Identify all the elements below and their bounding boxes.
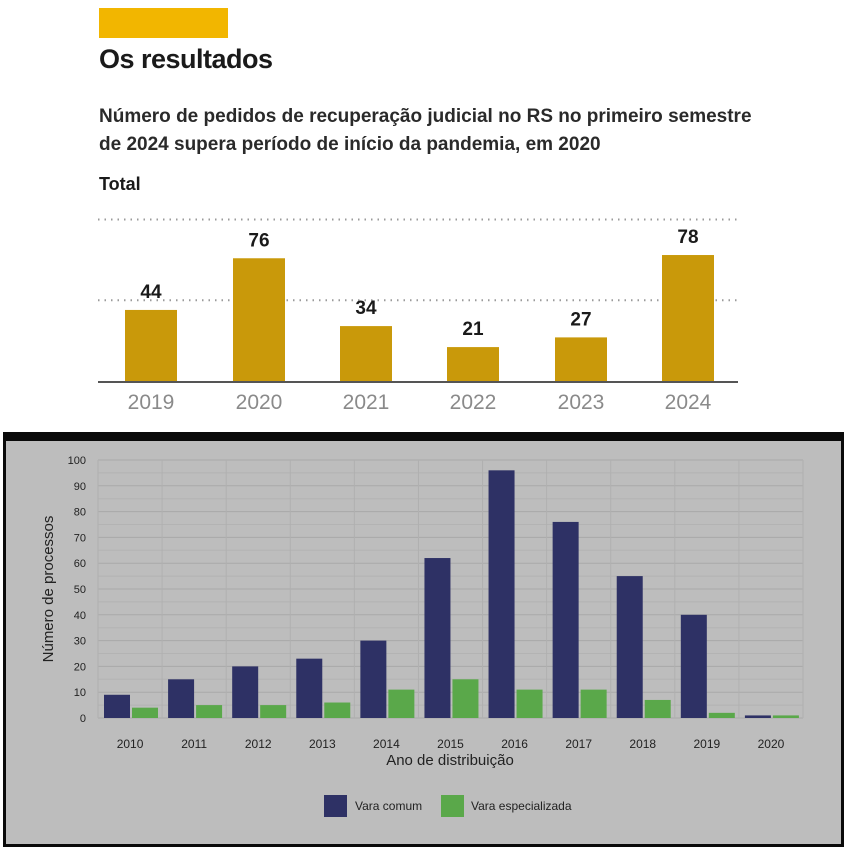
chart-background <box>6 441 841 844</box>
legend-label-vara-comum: Vara comum <box>355 799 422 813</box>
bar-vara-especializada-2013 <box>324 702 351 718</box>
x-tick-label: 2010 <box>117 737 144 751</box>
bar-vara-comum-2014 <box>360 640 387 718</box>
top-chart-heading: Os resultados <box>99 44 273 74</box>
data-label: 76 <box>248 230 269 251</box>
x-tick-label: 2018 <box>629 737 656 751</box>
bar-vara-comum-2017 <box>552 521 579 718</box>
bar-vara-comum-2011 <box>168 679 195 718</box>
x-tick-label: 2015 <box>437 737 464 751</box>
bar-2024 <box>662 255 714 381</box>
bar-vara-comum-2018 <box>616 576 643 718</box>
x-tick-label: 2021 <box>343 391 390 414</box>
bar-vara-especializada-2018 <box>644 699 671 718</box>
x-tick-label: 2012 <box>245 737 272 751</box>
bar-vara-especializada-2020 <box>772 715 799 718</box>
y-tick-label: 80 <box>74 507 86 519</box>
y-tick-label: 60 <box>74 558 86 570</box>
bar-vara-especializada-2016 <box>516 689 543 718</box>
x-tick-label: 2023 <box>558 391 605 414</box>
bar-vara-especializada-2010 <box>132 707 158 718</box>
x-tick-label: 2022 <box>450 391 497 414</box>
bar-vara-especializada-2012 <box>260 705 287 718</box>
y-tick-label: 0 <box>80 713 86 725</box>
bar-vara-comum-2019 <box>680 614 707 718</box>
legend-swatch-vara-especializada <box>441 795 464 817</box>
x-tick-label: 2013 <box>309 737 336 751</box>
legend-swatch-vara-comum <box>324 795 347 817</box>
bar-vara-especializada-2019 <box>708 712 735 718</box>
bar-vara-especializada-2014 <box>388 689 415 718</box>
x-tick-label: 2020 <box>236 391 283 414</box>
bar-2021 <box>340 326 392 381</box>
x-tick-label: 2014 <box>373 737 400 751</box>
y-tick-label: 50 <box>74 584 86 596</box>
bottom-chart-panel: 0 10 20 30 40 50 60 70 80 90 100 2010 2011 2012 2013 20… <box>3 432 844 847</box>
x-tick-label: 2020 <box>758 737 785 751</box>
y-tick-label: 70 <box>74 532 86 544</box>
y-tick-label: 20 <box>74 661 86 673</box>
x-axis-title: Ano de distribuição <box>386 752 514 769</box>
bar-2019 <box>125 309 177 381</box>
bar-vara-comum-2012 <box>232 666 259 718</box>
x-tick-label: 2024 <box>665 391 712 414</box>
x-tick-label: 2011 <box>181 737 207 751</box>
data-label: 78 <box>677 227 698 248</box>
y-tick-label: 30 <box>74 636 86 648</box>
data-label: 21 <box>462 319 484 340</box>
data-label: 27 <box>570 309 591 330</box>
bar-vara-especializada-2011 <box>196 705 223 718</box>
y-tick-label: 40 <box>74 610 86 622</box>
bar-vara-comum-2016 <box>488 470 515 718</box>
y-axis-title: Número de processos <box>40 516 57 663</box>
data-label: 44 <box>140 282 162 303</box>
bar-vara-comum-2010 <box>104 694 130 718</box>
accent-bar <box>99 8 228 38</box>
bar-vara-comum-2015 <box>424 558 451 718</box>
legend-label-vara-especializada: Vara especializada <box>471 799 572 813</box>
top-bar-chart: 44 2019 76 2020 34 2021 21 2022 27 2023 78 2024 <box>98 218 738 414</box>
bar-2023 <box>555 337 607 381</box>
bar-vara-comum-2013 <box>296 658 323 718</box>
x-tick-label: 2019 <box>694 737 721 751</box>
top-chart-panel: Os resultados Número de pedidos de recup… <box>98 8 752 414</box>
x-tick-label: 2017 <box>565 737 592 751</box>
bar-2022 <box>447 347 499 381</box>
top-chart-subtitle: Número de pedidos de recuperação judicia… <box>99 106 752 155</box>
bottom-bar-chart: 0 10 20 30 40 50 60 70 80 90 100 2010 2011 2012 2013 20… <box>6 441 841 844</box>
y-tick-label: 100 <box>68 455 86 467</box>
x-tick-label: 2019 <box>128 391 175 414</box>
bar-vara-especializada-2015 <box>452 679 479 718</box>
bar-2020 <box>233 258 285 381</box>
y-tick-label: 10 <box>74 687 86 699</box>
top-chart-series-label: Total <box>99 174 141 194</box>
x-tick-label: 2016 <box>501 737 528 751</box>
bar-vara-especializada-2017 <box>580 689 607 718</box>
data-label: 34 <box>355 298 377 319</box>
y-tick-label: 90 <box>74 481 86 493</box>
bar-vara-comum-2020 <box>744 715 771 718</box>
